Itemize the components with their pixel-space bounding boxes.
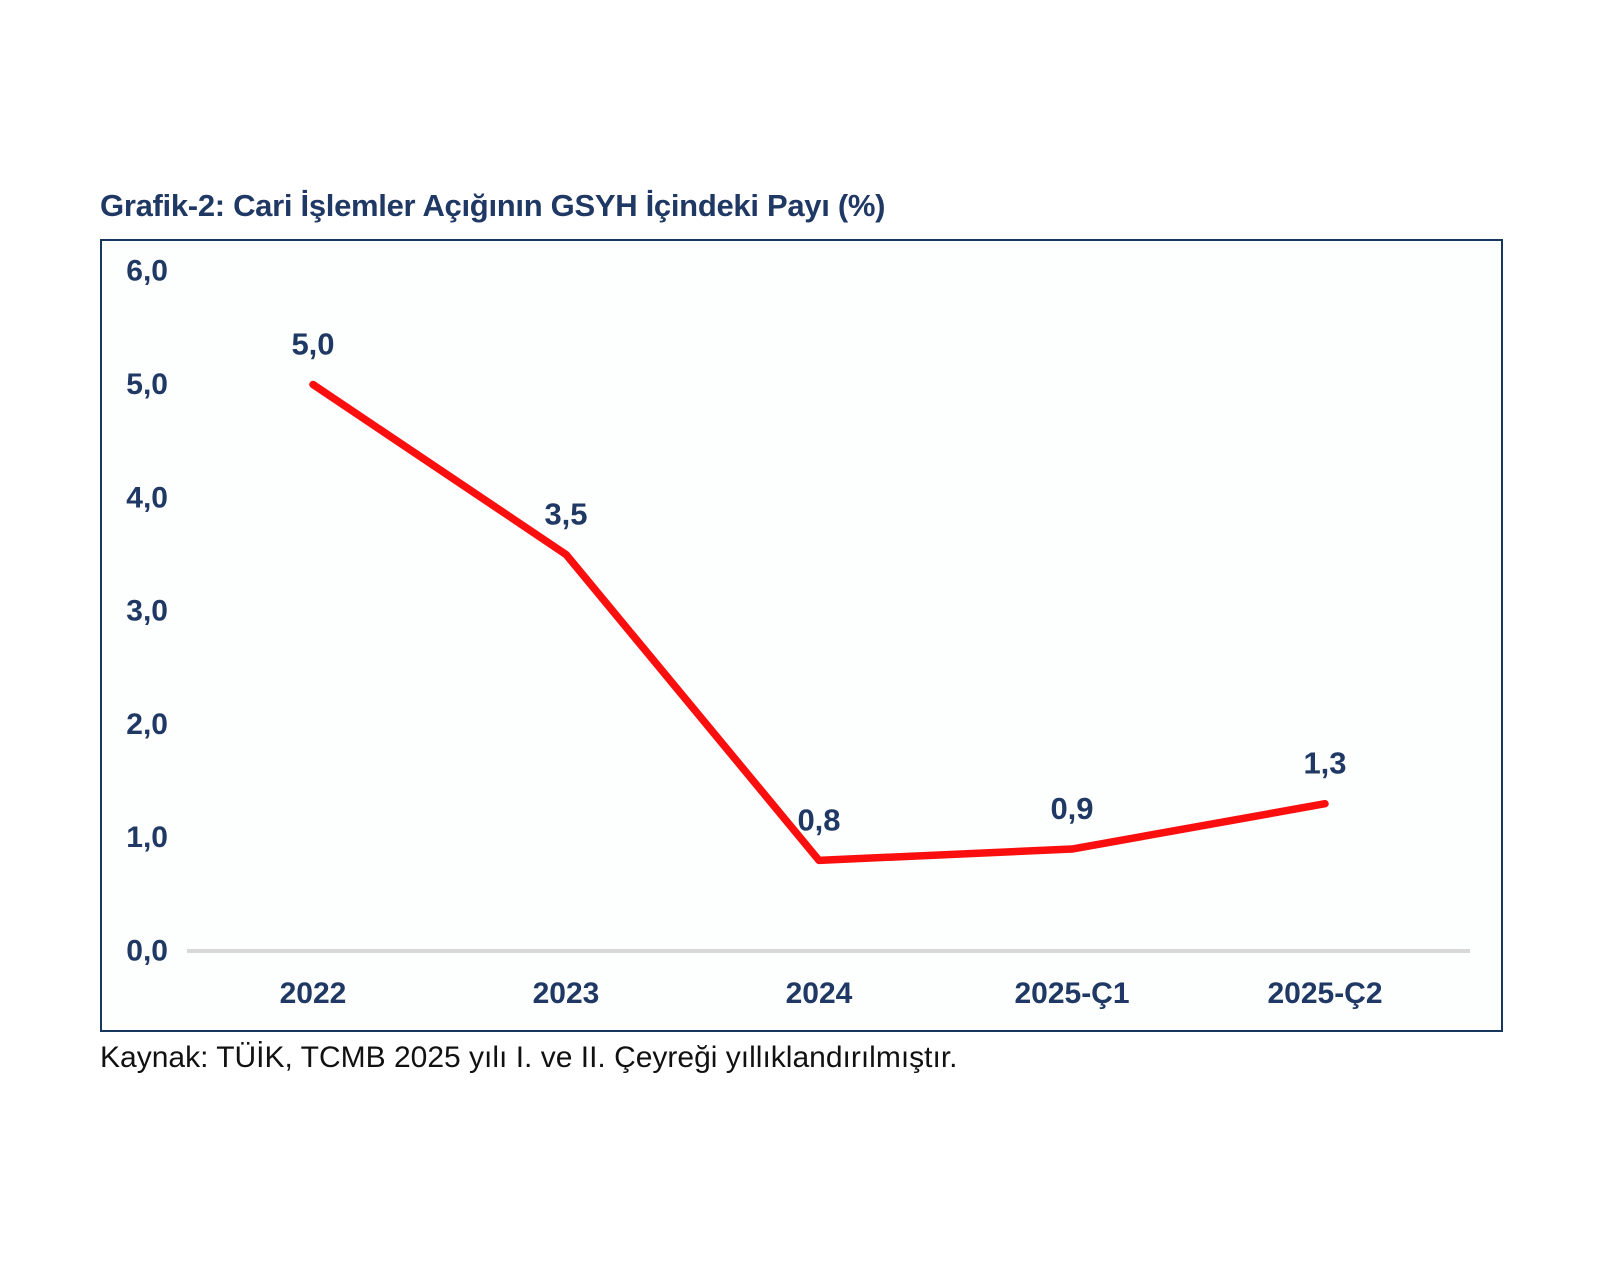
y-tick-label: 4,0 (126, 481, 168, 514)
data-label: 0,9 (1050, 791, 1093, 826)
x-tick-label: 2025-Ç1 (1014, 977, 1129, 1010)
data-label: 1,3 (1303, 746, 1346, 781)
x-tick-label: 2025-Ç2 (1267, 977, 1382, 1010)
line-chart: 0,0 1,0 2,0 3,0 4,0 5,0 6,0 2022 2023 2024 2025-Ç1… (126, 255, 1470, 1010)
series-line (309, 380, 1329, 865)
data-label: 3,5 (544, 496, 587, 531)
x-tick-label: 2022 (280, 977, 347, 1010)
chart-area: 0,0 1,0 2,0 3,0 4,0 5,0 6,0 2022 2023 2024 2025-Ç1… (100, 239, 1503, 1032)
data-label: 5,0 (291, 327, 334, 362)
y-tick-label: 5,0 (126, 368, 168, 401)
y-tick-label: 1,0 (126, 821, 168, 854)
data-label: 0,8 (797, 802, 840, 837)
y-tick-label: 0,0 (126, 935, 168, 968)
source-note: Kaynak: TÜİK, TCMB 2025 yılı I. ve II. Ç… (100, 1041, 958, 1074)
x-tick-label: 2024 (786, 977, 853, 1010)
chart-title: Grafik-2: Cari İşlemler Açığının GSYH İç… (100, 188, 886, 223)
x-tick-label: 2023 (533, 977, 600, 1010)
y-tick-label: 2,0 (126, 708, 168, 741)
y-tick-label: 3,0 (126, 595, 168, 628)
y-tick-label: 6,0 (126, 255, 168, 288)
